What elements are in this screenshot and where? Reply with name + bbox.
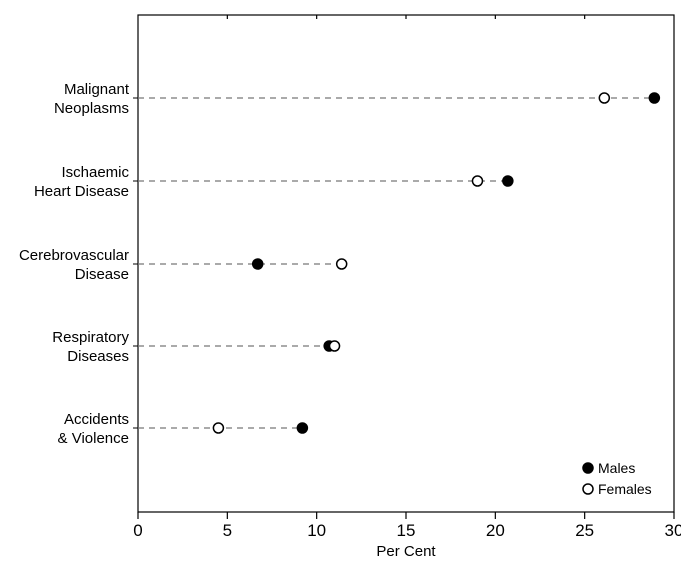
x-tick-label: 0 [133, 521, 142, 540]
data-points [212, 92, 661, 434]
category-label-line: Accidents [64, 411, 129, 428]
category-label-line: Malignant [64, 81, 130, 98]
category-label-line: Ischaemic [61, 164, 129, 181]
x-tick-label: 30 [665, 521, 681, 540]
data-point-males [648, 92, 661, 104]
data-point-males [251, 258, 264, 270]
category-label-line: Diseases [67, 348, 129, 365]
data-point-females [328, 340, 341, 352]
x-axis-label: Per Cent [376, 543, 436, 560]
legend: Males Females [582, 460, 652, 497]
category-label-line: Cerebrovascular [19, 247, 129, 264]
legend-marker-females [582, 483, 594, 495]
category-label-line: Disease [75, 266, 129, 283]
x-tick-label: 10 [307, 521, 326, 540]
x-tick-label: 15 [397, 521, 416, 540]
legend-marker-males [582, 462, 594, 474]
x-tick-label: 25 [575, 521, 594, 540]
category-labels: Malignant Neoplasms Ischaemic Heart Disease… [19, 81, 130, 447]
x-tick-label: 5 [223, 521, 232, 540]
data-point-females [598, 92, 611, 104]
category-label-line: & Violence [58, 430, 129, 447]
data-point-females [471, 175, 484, 187]
data-point-females [335, 258, 348, 270]
category-label-line: Respiratory [52, 329, 129, 346]
category-label-line: Neoplasms [54, 100, 129, 117]
legend-label: Males [598, 460, 635, 476]
x-axis: 0 5 10 15 20 25 30 [133, 15, 681, 540]
guide-lines [133, 97, 655, 429]
data-point-males [502, 175, 514, 187]
category-label-line: Heart Disease [34, 183, 129, 200]
data-point-males [296, 422, 309, 434]
legend-label: Females [598, 481, 652, 497]
x-tick-label: 20 [486, 521, 505, 540]
data-point-females [212, 422, 225, 434]
